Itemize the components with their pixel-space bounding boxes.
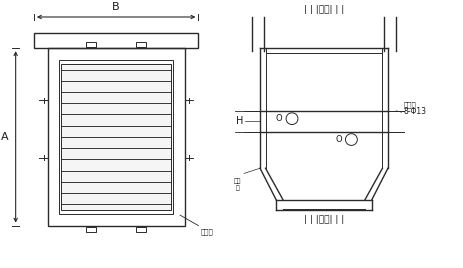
Text: 挂钩孔: 挂钩孔 — [403, 102, 416, 108]
Text: H: H — [235, 116, 243, 126]
Bar — [34, 33, 198, 48]
Text: | | |出风| | |: | | |出风| | | — [303, 215, 344, 224]
Text: 接线盒: 接线盒 — [200, 228, 213, 235]
Bar — [136, 42, 146, 47]
Text: B: B — [112, 2, 120, 12]
Bar — [59, 59, 173, 214]
Text: A: A — [1, 132, 9, 142]
Bar — [48, 48, 184, 226]
Text: | | |进风| | |: | | |进风| | | — [303, 5, 344, 14]
Text: O: O — [334, 135, 341, 144]
Bar — [61, 64, 170, 210]
Bar — [136, 227, 146, 232]
Bar — [86, 42, 96, 47]
Text: 8-Φ13: 8-Φ13 — [403, 107, 426, 116]
Text: 接线
盒: 接线 盒 — [233, 179, 240, 191]
Text: O: O — [275, 114, 282, 123]
Bar — [86, 227, 96, 232]
